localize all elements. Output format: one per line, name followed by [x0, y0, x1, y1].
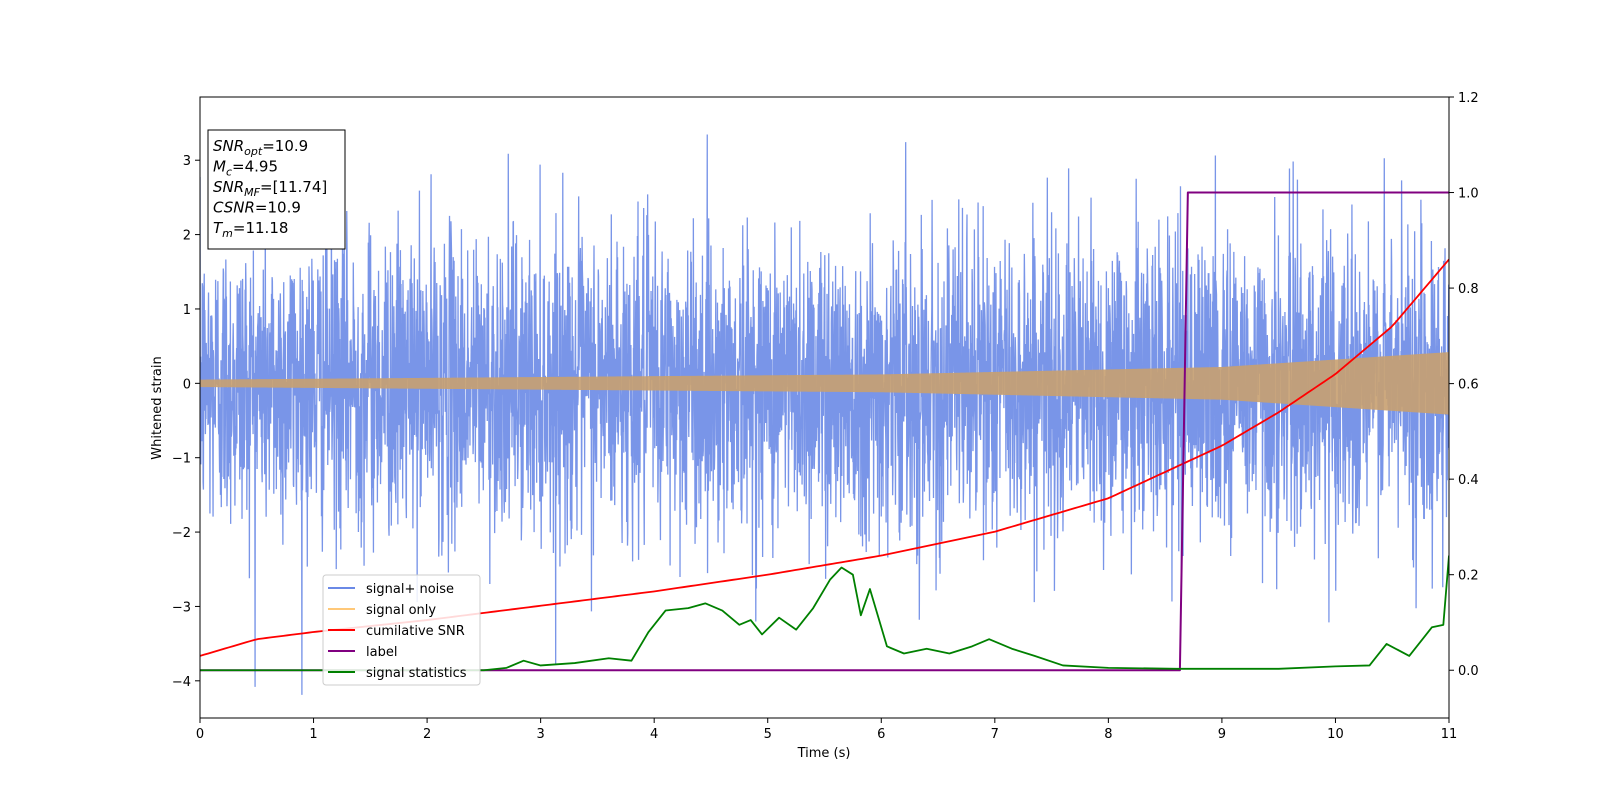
plot-frame	[199, 96, 1450, 719]
legend-entry-label: signal statistics	[366, 666, 467, 681]
info-box-line: CSNR=10.9	[213, 199, 301, 217]
legend-entry-label: label	[366, 645, 397, 660]
info-box: SNRopt=10.9Mc=4.95SNRMF=[11.74]CSNR=10.9…	[207, 129, 346, 250]
x-tick-label: 3	[536, 727, 544, 742]
y-left-tick-label: 3	[183, 154, 191, 169]
x-tick-label: 4	[650, 727, 658, 742]
y-right-tick-label: 0.6	[1458, 378, 1479, 393]
legend-frame	[322, 574, 481, 686]
x-tick-label: 1	[309, 727, 317, 742]
x-tick-label: 8	[1104, 727, 1112, 742]
y-axis-label: Whitened strain	[150, 356, 165, 459]
series-label-line	[200, 191, 1449, 672]
y-right-tick-label: 0.0	[1458, 664, 1479, 679]
info-box-line: Mc=4.95	[213, 158, 278, 179]
y-right-tick-label: 1.0	[1458, 187, 1479, 202]
y-axis-right: 0.0 0.2 0.4 0.6 0.8 1.0 1.2	[1449, 91, 1479, 679]
series-layer	[200, 134, 1449, 695]
info-box-line: SNRopt=10.9	[213, 137, 308, 158]
x-tick-label: 11	[1441, 727, 1458, 742]
y-left-tick-label: 2	[183, 229, 191, 244]
series-signal-only-band	[200, 352, 1449, 415]
x-tick-label: 0	[196, 727, 204, 742]
x-axis-label: Time (s)	[797, 746, 851, 761]
x-tick-label: 9	[1218, 727, 1226, 742]
legend: signal+ noise signal only cumilative SNR la…	[322, 574, 481, 686]
x-axis: 0 1 2 3 4 5 6 7 8 9 10 11	[196, 718, 1457, 742]
y-axis-left: −4 −3 −2 −1 0 1 2 3	[172, 154, 200, 690]
y-left-tick-label: 1	[183, 303, 191, 318]
y-left-tick-label: −4	[172, 675, 191, 690]
y-left-tick-label: 0	[183, 377, 191, 392]
x-tick-label: 6	[877, 727, 885, 742]
info-box-frame	[207, 129, 346, 250]
x-tick-label: 7	[991, 727, 999, 742]
x-tick-label: 5	[764, 727, 772, 742]
info-box-line: Tm=11.18	[213, 219, 288, 240]
y-left-tick-label: −1	[172, 452, 191, 467]
x-tick-label: 10	[1327, 727, 1344, 742]
y-right-tick-label: 0.8	[1458, 282, 1479, 297]
info-box-line: SNRMF=[11.74]	[213, 178, 327, 199]
y-right-tick-label: 1.2	[1458, 91, 1479, 106]
legend-entry-label: signal+ noise	[366, 582, 454, 597]
y-left-tick-label: −3	[172, 600, 191, 615]
y-left-tick-label: −2	[172, 526, 191, 541]
y-right-tick-label: 0.2	[1458, 569, 1479, 584]
legend-entry-label: signal only	[366, 603, 436, 618]
legend-entry-label: cumilative SNR	[366, 624, 465, 639]
x-tick-label: 2	[423, 727, 431, 742]
series-signal-statistics-line	[200, 555, 1449, 672]
y-right-tick-label: 0.4	[1458, 473, 1479, 488]
